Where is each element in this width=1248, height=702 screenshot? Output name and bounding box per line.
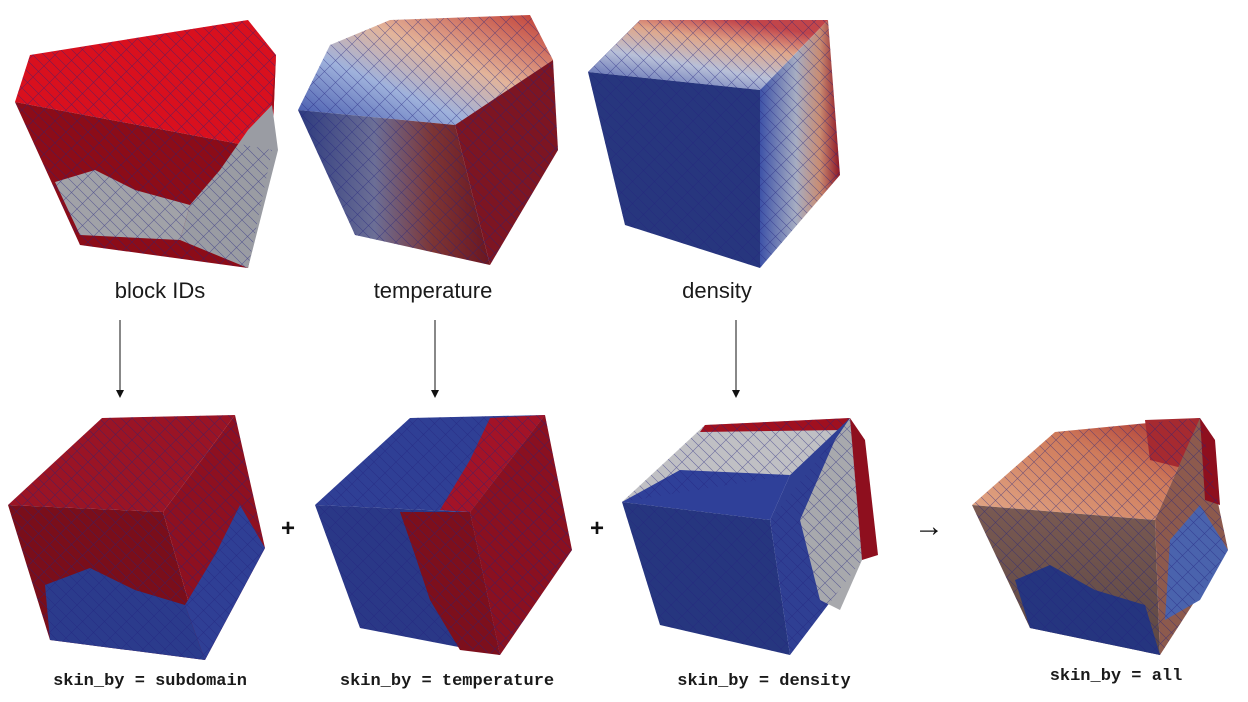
label-skin-by-all: skin_by = all <box>1049 667 1183 686</box>
arrow-down-1 <box>116 320 124 398</box>
plus-sign-1: + <box>281 515 296 542</box>
arrow-down-2 <box>431 320 439 398</box>
label-skin-by-temperature: skin_by = temperature <box>339 672 555 691</box>
label-skin-by-subdomain: skin_by = subdomain <box>53 672 247 691</box>
cube-block-ids <box>15 20 278 268</box>
cube-skin-density <box>622 418 878 655</box>
label-block-ids: block IDs <box>114 278 206 303</box>
result-arrow-icon: → <box>914 510 944 543</box>
plus-sign-2: + <box>590 515 605 542</box>
cube-skin-all <box>972 418 1228 655</box>
cube-skin-subdomain <box>8 415 265 660</box>
arrow-down-3 <box>732 320 740 398</box>
cube-temperature <box>298 15 558 265</box>
label-temperature: temperature <box>373 278 493 303</box>
cube-skin-temperature <box>315 415 572 655</box>
label-density: density <box>682 278 752 303</box>
cube-density <box>588 20 840 268</box>
label-skin-by-density: skin_by = density <box>677 672 851 691</box>
